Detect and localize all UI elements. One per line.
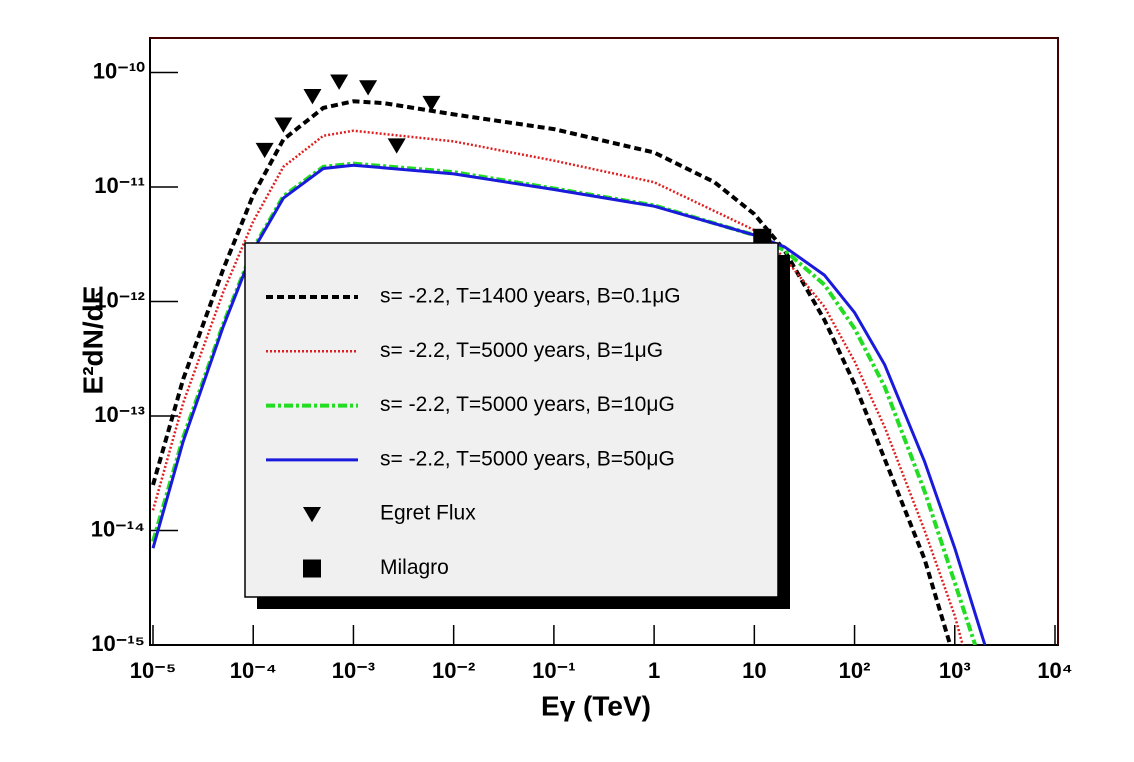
y-tick-label: 10⁻¹¹: [94, 173, 145, 198]
series-line: [151, 129, 964, 645]
x-tick-label: 10⁻⁵: [130, 658, 176, 683]
egret-marker: [255, 142, 274, 159]
legend-symbol: [303, 507, 321, 523]
egret-marker: [387, 138, 406, 154]
legend-label: s= -2.2, T=1400 years, B=0.1μG: [380, 285, 681, 308]
y-tick-label: 10⁻¹⁴: [91, 516, 145, 541]
x-tick-label: 10⁻¹: [532, 658, 575, 683]
y-tick-label: 10⁻¹²: [94, 287, 145, 312]
x-tick-label: 10⁴: [1037, 658, 1072, 683]
legend-label: s= -2.2, T=5000 years, B=50μG: [380, 447, 675, 470]
egret-marker: [330, 74, 349, 90]
x-tick-label: 10⁻³: [332, 658, 375, 683]
series-line: [151, 99, 953, 645]
x-axis-label: Eγ (TeV): [541, 690, 651, 721]
x-tick-label: 1: [648, 658, 660, 683]
egret-marker: [303, 89, 322, 105]
x-tick-label: 10²: [839, 658, 871, 683]
egret-marker: [422, 95, 441, 112]
legend-label: Egret Flux: [380, 502, 476, 525]
legend-symbol: [303, 559, 321, 578]
x-tick-label: 10: [742, 658, 766, 683]
legend: [244, 242, 779, 598]
x-tick-label: 10³: [939, 658, 971, 683]
y-axis-label: E²dN/dE: [77, 286, 108, 395]
y-tick-label: 10⁻¹⁵: [91, 631, 145, 656]
egret-marker: [359, 80, 378, 96]
y-tick-label: 10⁻¹⁰: [93, 58, 145, 83]
x-tick-label: 10⁻⁴: [230, 658, 277, 683]
legend-label: Milagro: [380, 556, 449, 579]
legend-label: s= -2.2, T=5000 years, B=10μG: [380, 393, 675, 416]
egret-marker: [274, 117, 293, 133]
x-tick-label: 10⁻²: [432, 658, 475, 683]
y-tick-label: 10⁻¹³: [94, 402, 145, 427]
legend-label: s= -2.2, T=5000 years, B=1μG: [380, 339, 663, 362]
